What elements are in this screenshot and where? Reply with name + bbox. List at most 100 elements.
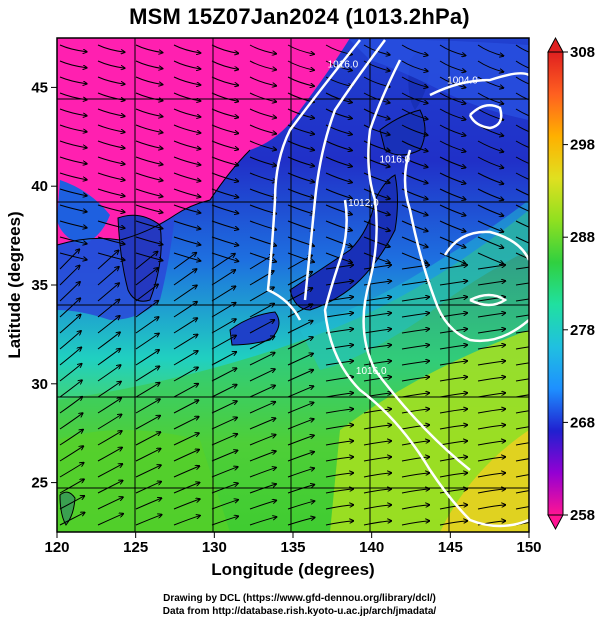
- wind-streamline: [135, 498, 162, 510]
- wind-streamline: [173, 44, 201, 53]
- wind-streamline: [287, 124, 314, 134]
- wind-streamline: [477, 313, 506, 318]
- honshu-island: [290, 175, 398, 310]
- wind-streamline: [135, 124, 163, 133]
- wind-streamline: [325, 108, 352, 119]
- wind-streamline: [97, 236, 125, 244]
- wind-streamline: [59, 413, 83, 430]
- wind-streamline: [515, 410, 529, 414]
- wind-streamline: [401, 140, 428, 151]
- colorbar-tick-label: 298: [570, 137, 595, 154]
- wind-streamline: [515, 60, 529, 69]
- wind-streamline: [59, 124, 87, 132]
- wind-streamline: [97, 267, 119, 286]
- x-axis-ticks: 120 125 130 135 140 145 150: [44, 532, 542, 556]
- wind-streamline: [439, 409, 468, 414]
- colorbar-tick-label: 308: [570, 44, 595, 61]
- wind-streamline: [477, 265, 506, 270]
- wind-streamline: [325, 76, 352, 87]
- wind-streamline: [135, 333, 159, 350]
- wind-streamline: [401, 44, 428, 55]
- wind-streamline: [477, 329, 506, 334]
- y-axis-ticks: 25 30 35 40 45: [31, 79, 57, 492]
- wind-streamline: [477, 377, 506, 382]
- wind-streamline: [477, 361, 506, 366]
- wind-streamline: [287, 252, 314, 262]
- wind-streamline: [97, 480, 123, 494]
- wind-streamline: [287, 484, 315, 494]
- wind-streamline: [211, 156, 239, 165]
- wind-streamline: [173, 416, 199, 430]
- wind-streamline: [211, 236, 239, 245]
- wind-streamline: [97, 172, 125, 180]
- wind-streamline: [249, 402, 276, 414]
- wind-streamline: [173, 140, 201, 149]
- wind-streamline: [515, 346, 529, 350]
- x-tick-label: 150: [516, 539, 541, 556]
- wind-streamline: [325, 281, 354, 286]
- wind-streamline: [211, 220, 239, 229]
- wind-streamline: [287, 419, 314, 430]
- graticule: [57, 38, 529, 532]
- wind-streamline: [173, 92, 201, 101]
- wind-streamline: [401, 345, 430, 350]
- wind-streamline: [401, 188, 428, 199]
- wind-streamline: [135, 204, 163, 213]
- wind-streamline: [211, 500, 238, 510]
- wind-streamline: [363, 265, 392, 270]
- wind-streamline: [477, 204, 504, 216]
- wind-streamline: [401, 265, 430, 270]
- x-tick-label: 145: [438, 539, 463, 556]
- y-tick-label: 35: [31, 277, 48, 294]
- wind-streamline: [287, 501, 315, 510]
- wind-streamline: [135, 317, 159, 334]
- wind-streamline: [173, 108, 201, 117]
- wind-streamline: [97, 108, 125, 116]
- wind-streamline: [439, 489, 468, 494]
- wind-streamline: [211, 335, 236, 350]
- wind-streamline: [325, 409, 354, 414]
- y-tick-label: 40: [31, 178, 48, 195]
- wind-streamline: [439, 297, 468, 302]
- wind-streamline: [135, 188, 163, 197]
- wind-streamline: [59, 249, 80, 270]
- wind-streamline: [135, 284, 158, 302]
- coastlines: [57, 109, 426, 526]
- wind-streamline: [401, 473, 430, 478]
- wind-streamline: [249, 451, 276, 462]
- isobars: [266, 39, 529, 528]
- wind-streamline: [401, 505, 430, 510]
- wind-streamline: [135, 252, 163, 261]
- wind-streamline: [249, 369, 275, 382]
- wind-streamline: [477, 76, 504, 88]
- wind-streamline: [59, 140, 87, 148]
- wind-streamline: [135, 44, 163, 53]
- wind-streamline: [97, 514, 124, 526]
- x-tick-label: 140: [359, 539, 384, 556]
- wind-streamline: [363, 377, 392, 382]
- wind-streamline: [325, 92, 352, 103]
- wind-streamline: [363, 172, 390, 183]
- wind-streamline: [515, 490, 529, 494]
- wind-streamline: [97, 332, 120, 350]
- wind-streamline: [325, 425, 354, 430]
- wind-streamline: [325, 220, 352, 231]
- wind-streamline: [59, 364, 82, 382]
- wind-streamline: [477, 505, 506, 510]
- wind-streamline: [439, 505, 468, 510]
- wind-streamline: [477, 409, 506, 414]
- wind-streamline: [401, 361, 430, 366]
- wind-streamline: [59, 479, 84, 494]
- wind-streamline: [515, 108, 529, 117]
- wind-streamline: [211, 384, 237, 398]
- wind-streamline: [97, 299, 120, 318]
- wind-streamline: [325, 473, 354, 478]
- continent-cold-region: [57, 38, 350, 245]
- wind-streamline: [211, 319, 236, 334]
- wind-streamline: [363, 505, 392, 510]
- wind-streamline: [325, 140, 352, 151]
- wind-streamline: [135, 399, 160, 414]
- y-tick-label: 25: [31, 475, 48, 492]
- wind-streamline: [401, 92, 428, 103]
- wind-streamline: [173, 499, 200, 510]
